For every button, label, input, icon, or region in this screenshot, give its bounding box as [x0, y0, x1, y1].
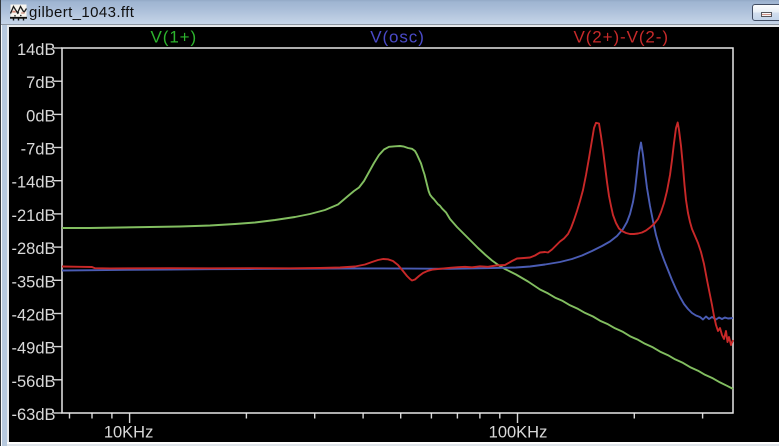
svg-text:7dB: 7dB	[26, 74, 55, 92]
svg-text:0dB: 0dB	[26, 107, 55, 125]
svg-text:V(osc): V(osc)	[370, 28, 425, 47]
svg-text:10KHz: 10KHz	[104, 424, 154, 442]
svg-text:-35dB: -35dB	[11, 273, 55, 291]
svg-text:-63dB: -63dB	[11, 406, 55, 424]
svg-text:-42dB: -42dB	[11, 307, 55, 325]
svg-text:-49dB: -49dB	[11, 340, 55, 358]
svg-text:14dB: 14dB	[17, 41, 56, 59]
svg-text:V(2+)-V(2-): V(2+)-V(2-)	[574, 28, 669, 47]
svg-text:100KHz: 100KHz	[489, 424, 548, 442]
svg-text:V(1+): V(1+)	[151, 28, 198, 47]
svg-text:-14dB: -14dB	[11, 174, 55, 192]
svg-text:-28dB: -28dB	[11, 240, 55, 258]
svg-text:-56dB: -56dB	[11, 373, 55, 391]
svg-text:-7dB: -7dB	[21, 141, 56, 159]
svg-text:-21dB: -21dB	[11, 207, 55, 225]
